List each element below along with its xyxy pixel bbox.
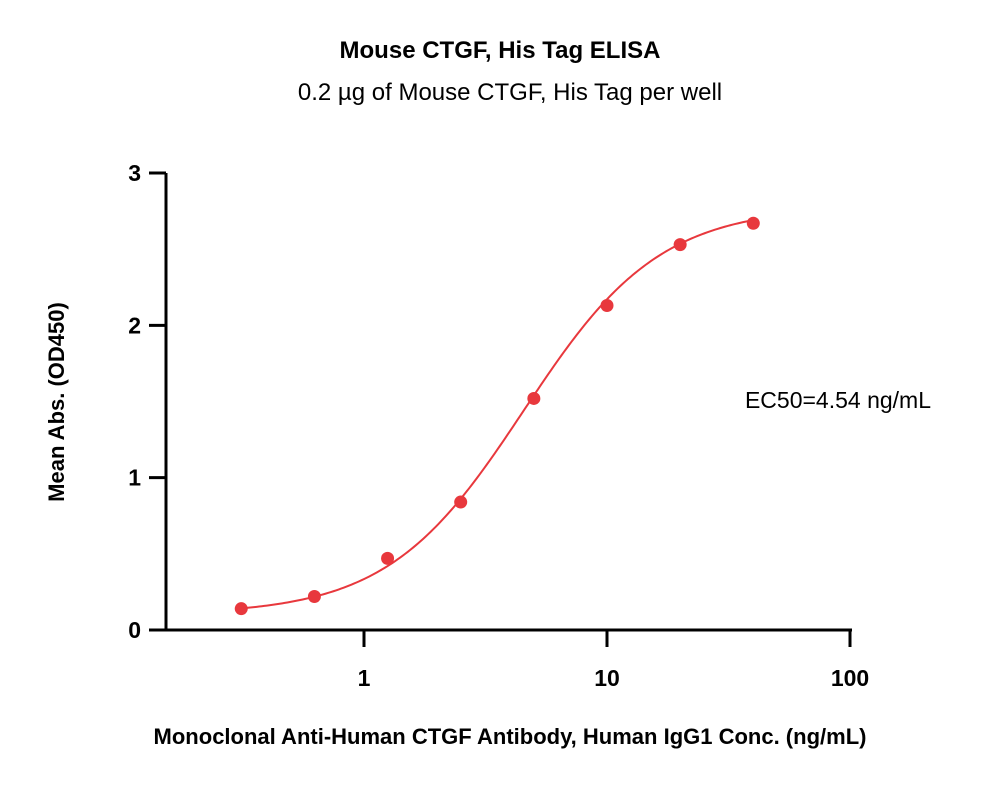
data-point xyxy=(527,391,541,405)
y-axis-label: Mean Abs. (OD450) xyxy=(44,302,69,502)
x-tick-label: 10 xyxy=(594,665,620,691)
data-point xyxy=(746,216,760,230)
y-tick-label: 3 xyxy=(128,160,141,186)
y-tick-label: 2 xyxy=(128,312,141,338)
data-point xyxy=(454,495,468,509)
x-tick-label: 100 xyxy=(831,665,869,691)
y-tick-label: 0 xyxy=(128,617,141,643)
x-axis-label: Monoclonal Anti-Human CTGF Antibody, Hum… xyxy=(154,724,867,749)
data-point xyxy=(673,238,687,252)
y-tick-label: 1 xyxy=(128,465,141,491)
x-tick-label: 1 xyxy=(358,665,371,691)
chart-title: Mouse CTGF, His Tag ELISA xyxy=(340,37,661,64)
data-point xyxy=(307,589,321,603)
plot-area: 0 1 2 3 1 10 100 xyxy=(128,160,869,691)
fit-curve xyxy=(241,219,754,610)
data-point xyxy=(234,602,248,616)
data-point xyxy=(381,551,395,565)
ec50-annotation: EC50=4.54 ng/mL xyxy=(745,387,931,413)
data-point xyxy=(600,299,614,313)
chart-subtitle: 0.2 µg of Mouse CTGF, His Tag per well xyxy=(298,79,722,106)
